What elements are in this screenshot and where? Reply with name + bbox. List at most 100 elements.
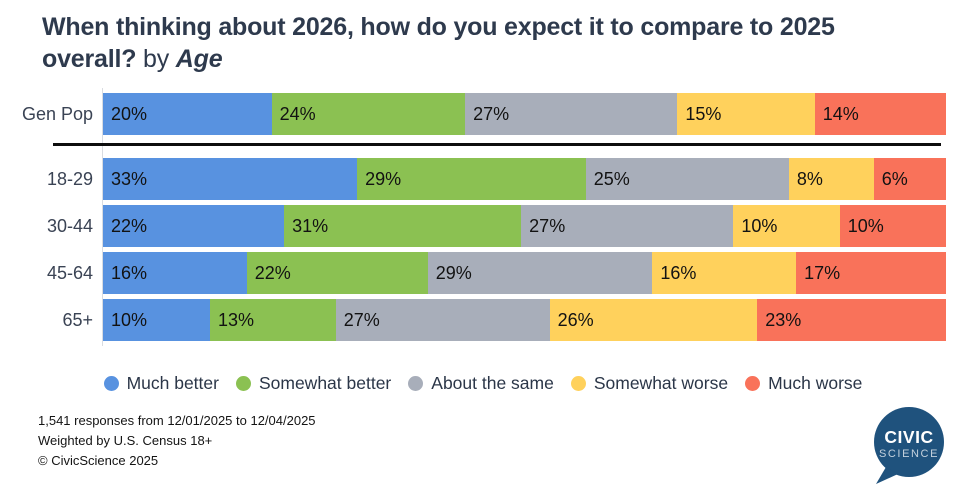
legend-item-somewhat-better: Somewhat better <box>235 372 392 394</box>
legend-dot-icon <box>235 375 251 391</box>
row-label: Gen Pop <box>21 103 93 124</box>
bar-segment-much-worse: 17% <box>796 252 947 294</box>
bar-segment-somewhat-better: 13% <box>209 299 336 341</box>
bar-segment-somewhat-better: 24% <box>271 93 466 135</box>
bar-segment-somewhat-worse: 26% <box>549 299 758 341</box>
title-line2-age: Age <box>175 45 223 73</box>
title-line1: When thinking about 2026, how do you exp… <box>42 13 835 41</box>
legend-label: About the same <box>431 372 554 393</box>
bar-row-gen-pop: Gen Pop 20% 24% 27% 15% 14% <box>0 93 946 135</box>
legend-label: Somewhat better <box>258 372 392 393</box>
stacked-bar: 10% 13% 27% 26% 23% <box>103 299 946 341</box>
legend-label: Much worse <box>768 372 863 393</box>
segment-value-label: 20% <box>111 103 148 124</box>
bar-row-30-44: 30-44 22% 31% 27% 10% 10% <box>0 205 946 247</box>
segment-value-label: 16% <box>111 262 148 283</box>
bar-segment-much-worse: 23% <box>757 299 946 341</box>
bar-segment-somewhat-worse: 8% <box>788 158 874 200</box>
bar-segment-somewhat-worse: 16% <box>652 252 797 294</box>
bar-segment-much-better: 22% <box>103 205 285 247</box>
bar-segment-much-worse: 10% <box>839 205 946 247</box>
bar-segment-about-the-same: 27% <box>465 93 678 135</box>
segment-value-label: 8% <box>796 168 823 189</box>
bar-segment-much-better: 20% <box>103 93 272 135</box>
segment-value-label: 10% <box>741 215 778 236</box>
segment-value-label: 14% <box>822 103 859 124</box>
stacked-bar: 33% 29% 25% 8% 6% <box>103 158 946 200</box>
legend-item-much-worse: Much worse <box>745 373 862 394</box>
title-line2-normal: by <box>136 45 176 73</box>
logo-bubble-tail <box>876 467 898 484</box>
legend-dot-icon <box>570 375 586 391</box>
legend-dot-icon <box>103 375 119 391</box>
bar-segment-much-better: 33% <box>103 158 358 200</box>
logo-bubble <box>874 407 944 477</box>
civicscience-logo: CIVIC SCIENCE <box>874 407 944 484</box>
segment-value-label: 29% <box>435 262 472 283</box>
chart-legend: Much better Somewhat better About the same… <box>0 369 966 397</box>
legend-dot-icon <box>745 375 761 391</box>
legend-item-somewhat-worse: Somewhat worse <box>570 372 729 394</box>
segment-value-label: 24% <box>279 103 316 124</box>
genpop-row-container: Gen Pop 20% 24% 27% 15% 14% <box>0 93 946 135</box>
segment-value-label: 6% <box>881 168 908 189</box>
segment-value-label: 27% <box>529 215 566 236</box>
segment-value-label: 26% <box>557 309 594 330</box>
legend-label: Somewhat worse <box>593 372 729 393</box>
logo-text-civic: CIVIC <box>884 427 933 447</box>
chart-title: When thinking about 2026, how do you exp… <box>42 11 942 75</box>
segment-value-label: 27% <box>343 309 380 330</box>
segment-value-label: 13% <box>217 309 254 330</box>
stacked-bar: 22% 31% 27% 10% 10% <box>103 205 946 247</box>
stacked-bar: 16% 22% 29% 16% 17% <box>103 252 947 294</box>
logo-text-science: SCIENCE <box>879 448 939 460</box>
row-label: 18-29 <box>46 168 93 189</box>
bar-segment-about-the-same: 27% <box>335 299 550 341</box>
segment-value-label: 10% <box>847 215 884 236</box>
row-label: 45-64 <box>46 262 93 283</box>
bar-segment-somewhat-better: 29% <box>357 158 586 200</box>
age-rows-container: 18-29 33% 29% 25% 8% 6% 30-44 22% 31% 27% 10% 10% 45… <box>0 158 947 341</box>
bar-segment-about-the-same: 27% <box>521 205 734 247</box>
segment-value-label: 23% <box>765 309 802 330</box>
bar-segment-somewhat-better: 22% <box>246 252 428 294</box>
bar-segment-much-better: 16% <box>103 252 247 294</box>
bar-segment-much-worse: 14% <box>814 93 946 135</box>
row-label: 65+ <box>62 309 93 330</box>
segment-value-label: 17% <box>804 262 841 283</box>
bar-segment-much-better: 10% <box>103 299 210 341</box>
segment-value-label: 25% <box>593 168 630 189</box>
bar-segment-somewhat-worse: 10% <box>733 205 840 247</box>
genpop-divider-line <box>53 143 941 146</box>
legend-dot-icon <box>408 375 424 391</box>
segment-value-label: 10% <box>111 309 148 330</box>
bar-segment-somewhat-better: 31% <box>284 205 522 247</box>
stacked-bar: 20% 24% 27% 15% 14% <box>103 93 946 135</box>
segment-value-label: 16% <box>660 262 697 283</box>
segment-value-label: 22% <box>254 262 291 283</box>
bar-row-45-64: 45-64 16% 22% 29% 16% 17% <box>0 252 947 294</box>
legend-item-much-better: Much better <box>103 372 219 394</box>
legend-item-about-the-same: About the same <box>408 373 554 394</box>
segment-value-label: 15% <box>685 103 722 124</box>
segment-value-label: 29% <box>365 168 402 189</box>
segment-value-label: 31% <box>292 215 329 236</box>
footer-weighting: Weighted by U.S. Census 18+ <box>38 433 213 449</box>
row-label: 30-44 <box>46 215 93 236</box>
bar-row-65-: 65+ 10% 13% 27% 26% 23% <box>0 299 946 341</box>
segment-value-label: 33% <box>111 168 148 189</box>
bar-segment-about-the-same: 29% <box>427 252 653 294</box>
footer-copyright: © CivicScience 2025 <box>38 453 159 469</box>
chart-footer: 1,541 responses from 12/01/2025 to 12/04… <box>38 411 316 471</box>
title-line2-bold: overall? <box>42 45 137 73</box>
segment-value-label: 27% <box>473 103 510 124</box>
bar-segment-somewhat-worse: 15% <box>677 93 815 135</box>
legend-label: Much better <box>126 372 219 393</box>
bar-segment-much-worse: 6% <box>873 158 946 200</box>
segment-value-label: 22% <box>111 215 148 236</box>
footer-responses: 1,541 responses from 12/01/2025 to 12/04… <box>38 413 316 428</box>
bar-row-18-29: 18-29 33% 29% 25% 8% 6% <box>0 158 946 200</box>
axis-baseline <box>102 88 103 346</box>
bar-segment-about-the-same: 25% <box>585 158 789 200</box>
